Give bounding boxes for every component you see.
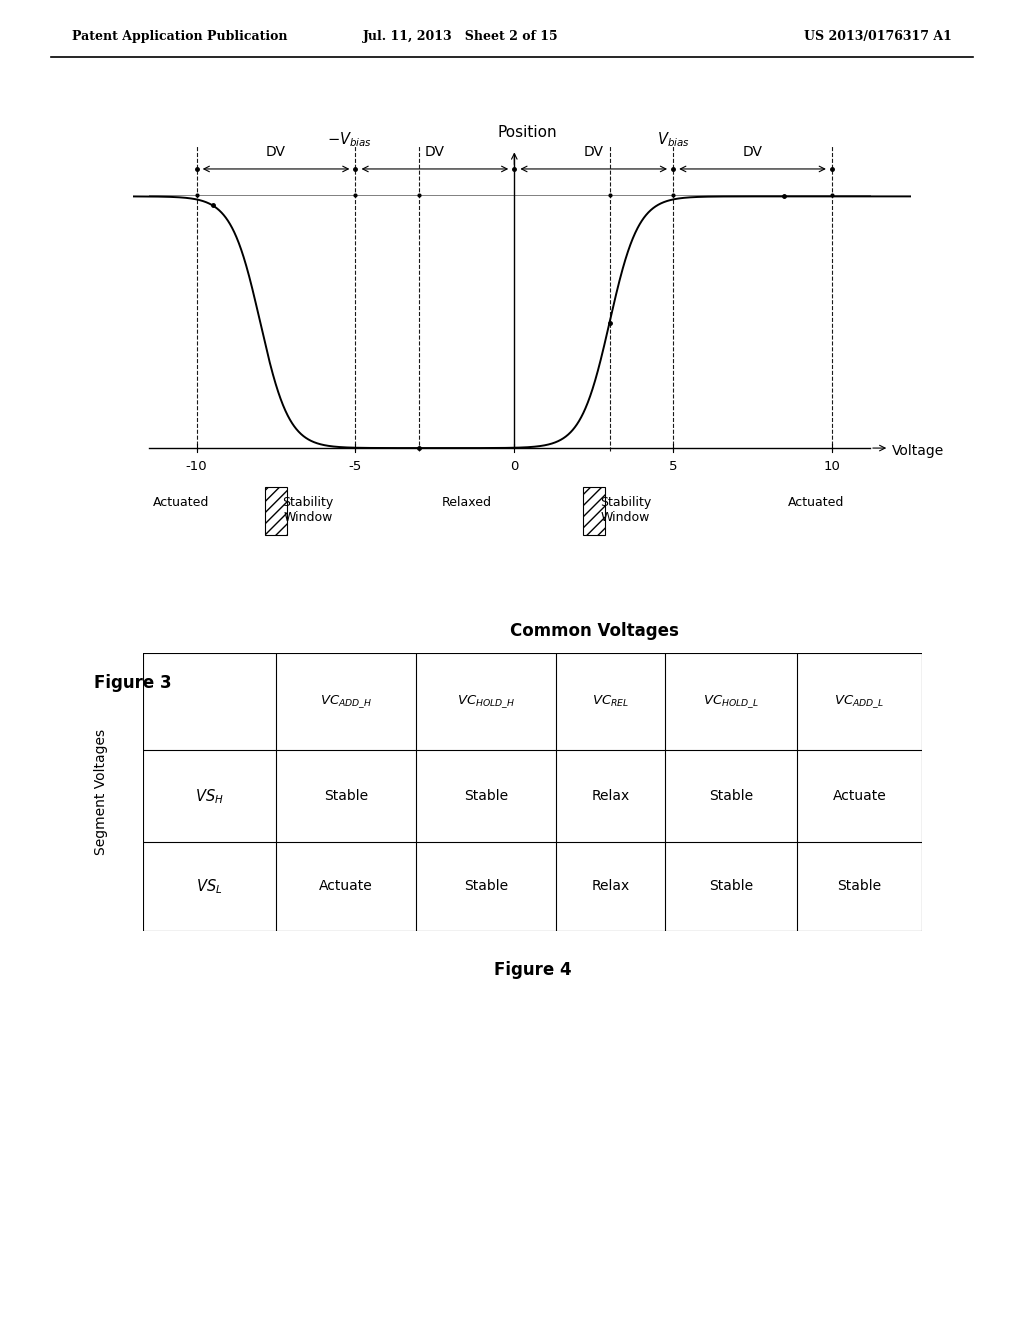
Text: $VC_{REL}$: $VC_{REL}$ <box>592 694 629 709</box>
Text: Actuate: Actuate <box>318 879 373 894</box>
Text: Stable: Stable <box>464 879 508 894</box>
Text: $VS_H$: $VS_H$ <box>196 787 224 805</box>
Text: Stability
Window: Stability Window <box>283 496 334 524</box>
Text: $-V_{bias}$: $-V_{bias}$ <box>327 129 372 149</box>
Text: DV: DV <box>425 145 444 160</box>
Text: Actuated: Actuated <box>787 496 844 510</box>
Text: $VC_{HOLD\_L}$: $VC_{HOLD\_L}$ <box>702 693 759 710</box>
Text: Stable: Stable <box>709 879 753 894</box>
Text: $VS_L$: $VS_L$ <box>197 876 222 895</box>
Text: -5: -5 <box>349 461 362 474</box>
Text: DV: DV <box>742 145 763 160</box>
Bar <box>583 487 605 535</box>
Text: Stable: Stable <box>838 879 882 894</box>
Text: Relax: Relax <box>591 879 630 894</box>
Text: DV: DV <box>266 145 286 160</box>
Bar <box>265 487 287 535</box>
Text: Jul. 11, 2013   Sheet 2 of 15: Jul. 11, 2013 Sheet 2 of 15 <box>362 30 559 44</box>
Text: Common Voltages: Common Voltages <box>510 622 679 639</box>
Text: $V_{bias}$: $V_{bias}$ <box>656 129 689 149</box>
Text: Relaxed: Relaxed <box>441 496 492 510</box>
Text: Figure 3: Figure 3 <box>94 673 172 692</box>
Text: -10: -10 <box>185 461 208 474</box>
Text: Actuated: Actuated <box>153 496 209 510</box>
Text: Stable: Stable <box>464 789 508 803</box>
Text: Stable: Stable <box>324 789 368 803</box>
Text: Segment Voltages: Segment Voltages <box>94 729 108 855</box>
Text: US 2013/0176317 A1: US 2013/0176317 A1 <box>805 30 952 44</box>
Text: $VC_{ADD\_L}$: $VC_{ADD\_L}$ <box>835 693 885 710</box>
Text: Actuate: Actuate <box>833 789 886 803</box>
Text: 0: 0 <box>510 461 518 474</box>
Text: Position: Position <box>498 125 557 140</box>
Text: DV: DV <box>584 145 604 160</box>
Text: Stable: Stable <box>709 789 753 803</box>
Text: 5: 5 <box>669 461 677 474</box>
Text: Patent Application Publication: Patent Application Publication <box>72 30 287 44</box>
Text: Voltage: Voltage <box>892 445 944 458</box>
Text: 10: 10 <box>823 461 841 474</box>
Text: $VC_{ADD\_H}$: $VC_{ADD\_H}$ <box>319 693 372 710</box>
Text: Figure 4: Figure 4 <box>494 961 571 979</box>
Text: Stability
Window: Stability Window <box>600 496 651 524</box>
Text: Relax: Relax <box>591 789 630 803</box>
Text: $VC_{HOLD\_H}$: $VC_{HOLD\_H}$ <box>457 693 515 710</box>
